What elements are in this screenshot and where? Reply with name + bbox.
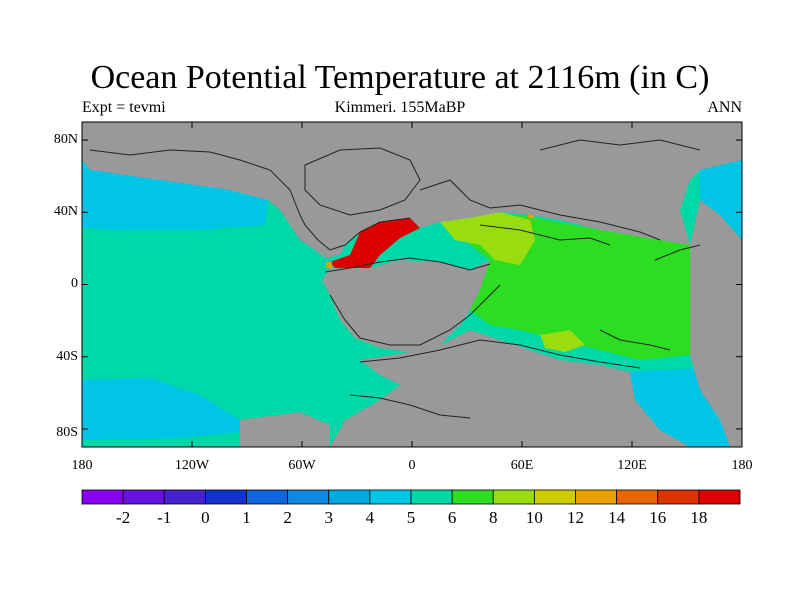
cold-water-east-pacific-north [700,160,742,240]
colorbar-label: 2 [283,508,292,527]
land-south-pacific-coast [240,412,330,447]
colorbar-box [287,489,330,505]
colorbar-box [698,489,741,505]
colorbar-box [246,489,289,505]
x-tick-label: 180 [71,458,93,473]
x-tick-label: 120E [617,458,647,473]
y-tick-label: 0 [71,276,78,291]
colorbar-label: 3 [324,508,334,527]
colorbar-label: -1 [157,508,172,527]
x-tick-label: 0 [408,458,416,473]
y-tick-label: 80N [53,132,78,147]
season-label: ANN [707,99,742,116]
coastline [599,329,671,351]
orange-cell [326,262,332,268]
coastline [479,224,611,246]
colorbar-label: 6 [447,508,457,527]
coastline [539,139,701,151]
colorbar-box [81,489,124,505]
colorbar-label: 14 [608,508,626,527]
land-gondwana-west [322,260,490,352]
colorbar-box [204,489,247,505]
y-tick-label: 80S [56,425,78,440]
colorbar-box [492,489,535,505]
lime-water-west-tethys [440,212,535,265]
coastline [89,149,411,251]
land-east-asia [640,200,742,447]
colorbar-box [451,489,494,505]
colorbar-box [410,489,453,505]
coastline [304,147,421,216]
y-tick-label: 40S [56,349,78,364]
coastline [349,394,471,419]
coastline [654,244,701,261]
colorbar-label: 5 [406,508,416,527]
colorbar-box [616,489,659,505]
lime-water-patch [540,330,585,352]
x-tick-label: 60E [510,458,534,473]
cold-water-north-pacific [82,160,268,230]
coastline [419,179,661,241]
colorbar-label: 18 [690,508,708,527]
colorbar-box [328,489,371,505]
colorbar-label: 4 [365,508,375,527]
colorbar-label: 8 [489,508,498,527]
experiment-label: Expt = tevmi [82,99,166,116]
colorbar-label: 12 [567,508,584,527]
colorbar-label: 10 [525,508,543,527]
colorbar-box [122,489,165,505]
colorbar-box [657,489,700,505]
map-title: Ocean Potential Temperature at 2116m (in… [90,59,710,96]
x-tick-label: 60W [288,458,316,473]
hot-water-proto-atlantic [330,218,420,268]
colorbar-box [533,489,576,505]
cold-water-south-pacific [82,378,240,440]
coastline [359,339,641,369]
colorbar-label: -2 [116,508,131,527]
coastline [324,257,491,273]
x-tick-label: 180 [731,458,753,473]
colorbar-label: 16 [649,508,667,527]
colorbar-label: 1 [242,508,251,527]
coastline [329,284,501,346]
colorbar-box [369,489,412,505]
y-tick-label: 40N [53,204,78,219]
x-tick-label: 120W [174,458,210,473]
colorbar-box [163,489,206,505]
colorbar-box [575,489,618,505]
land-gondwana-south [330,330,690,447]
period-label: Kimmeri. 155MaBP [334,99,466,116]
colorbar-label: 0 [201,508,210,527]
